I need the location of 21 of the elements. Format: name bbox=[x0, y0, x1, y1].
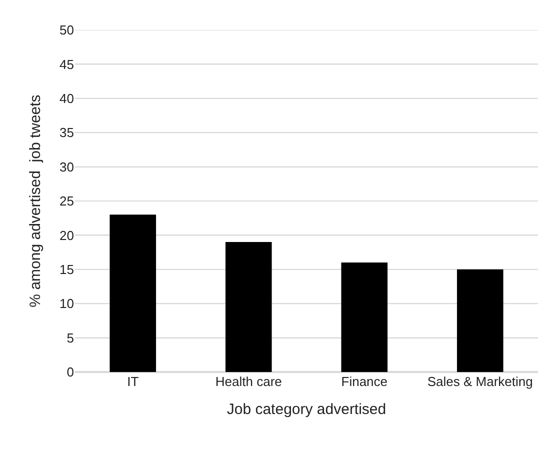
y-tick-label: 35 bbox=[60, 125, 74, 140]
y-axis-title: % among advertised job tweets bbox=[26, 94, 44, 308]
y-tick-label: 0 bbox=[66, 364, 74, 380]
x-tick-label: Finance bbox=[341, 374, 388, 389]
bar bbox=[110, 214, 156, 372]
bar bbox=[456, 269, 504, 372]
bar bbox=[341, 262, 388, 372]
y-tick-label: 15 bbox=[60, 262, 74, 277]
x-tick-label: Health care bbox=[215, 374, 282, 389]
x-tick-label: Sales & Marketing bbox=[427, 374, 533, 389]
y-tick-label: 30 bbox=[60, 159, 74, 174]
y-tick-label: 50 bbox=[60, 22, 74, 38]
bar bbox=[225, 242, 272, 372]
y-tick-label: 20 bbox=[60, 228, 74, 243]
y-tick-label: 25 bbox=[60, 194, 74, 209]
y-tick-label: 40 bbox=[60, 90, 74, 106]
y-tick-label: 45 bbox=[60, 56, 74, 72]
y-tick-label: 10 bbox=[60, 296, 74, 312]
x-tick-label: IT bbox=[127, 374, 139, 389]
y-tick-label: 5 bbox=[66, 330, 74, 346]
x-axis-title: Job category advertised bbox=[226, 401, 386, 418]
